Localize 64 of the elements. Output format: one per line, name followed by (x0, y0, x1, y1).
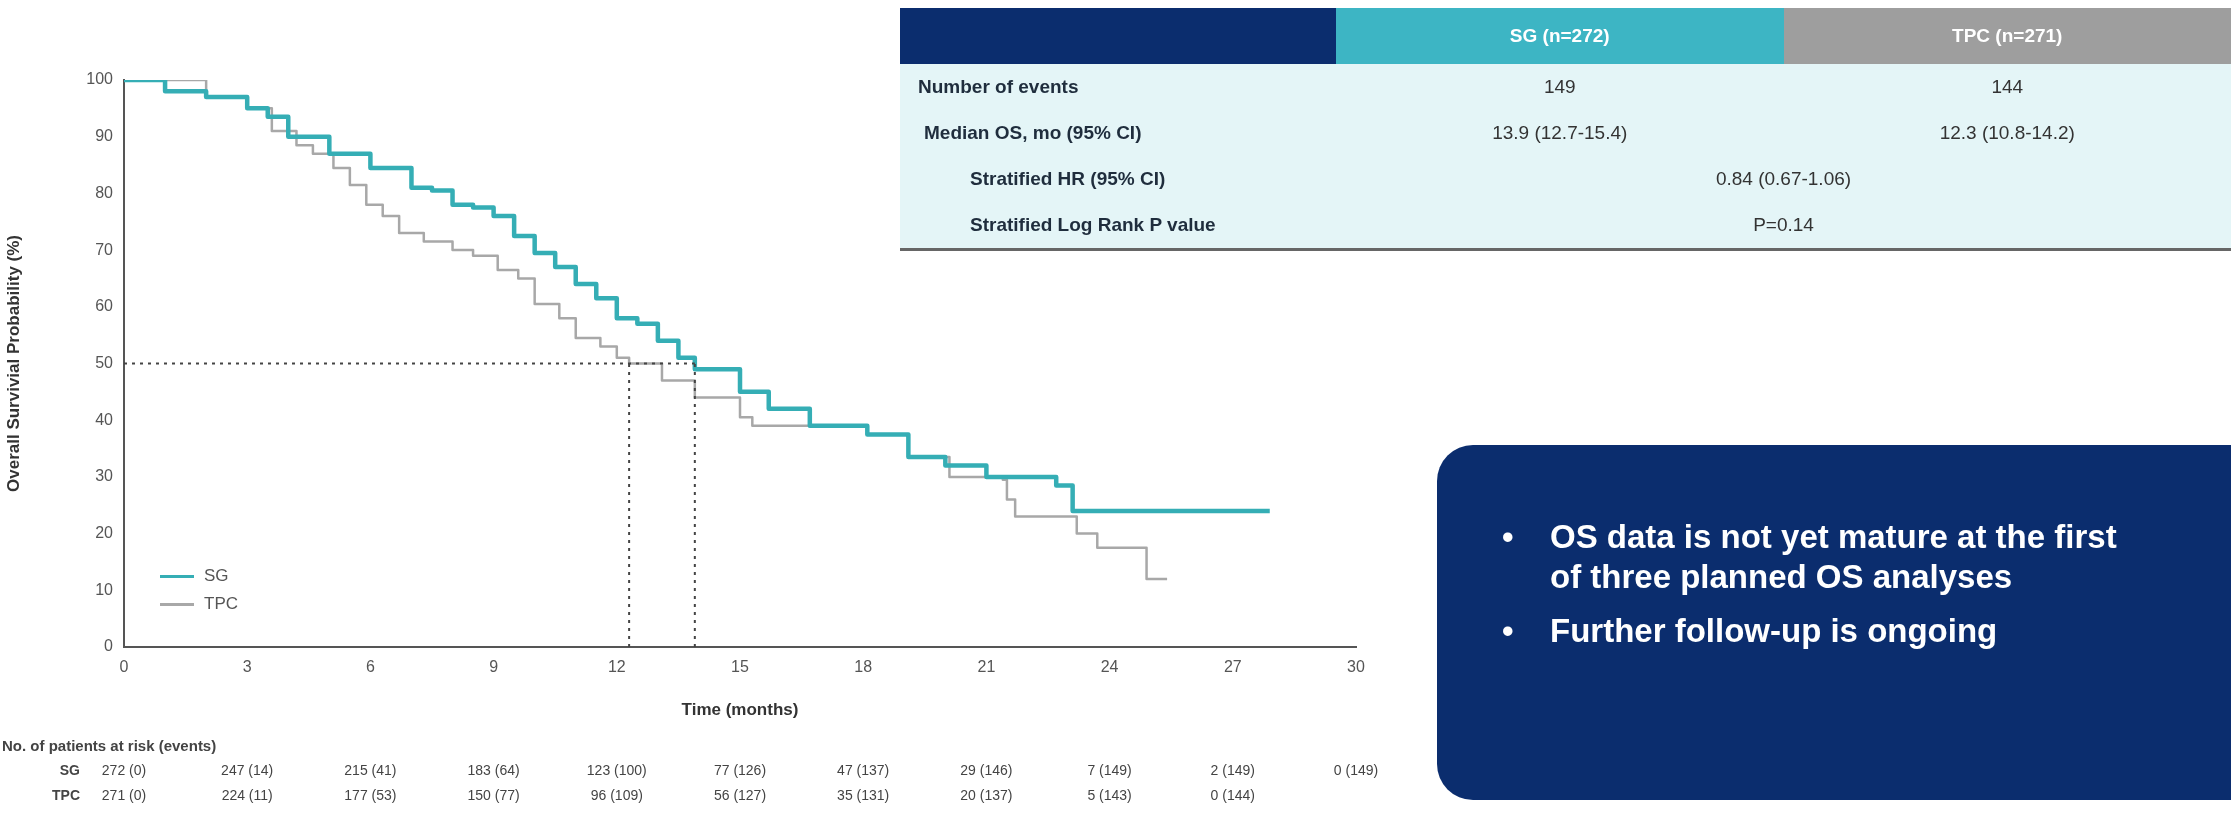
text: 0.84 (0.67-1.06) (1336, 156, 2231, 202)
text: • Further follow-up is ongoing (1502, 611, 1998, 651)
y-tick-label: 80 (95, 183, 114, 201)
y-tick-label: 50 (95, 353, 114, 371)
annotation: Median OS, mo (95% CI) (900, 110, 1336, 156)
text: 271 (0) (100, 787, 148, 803)
x-tick-label: 27 (1223, 658, 1242, 676)
text: 96 (109) (589, 787, 644, 803)
x-tick-label: 30 (1347, 658, 1365, 676)
x-tick-label: 21 (977, 658, 996, 676)
text: No. of patients at risk (events) (2, 737, 217, 754)
y-tick-label: 90 (95, 127, 114, 145)
category-label: TPC (n=271) (1783, 8, 2231, 64)
text: SG (59, 762, 80, 778)
y-tick-label: 30 (95, 467, 114, 485)
x-tick-label: 3 (242, 658, 252, 676)
x-tick-label: 0 (119, 658, 129, 676)
category-label: SG (n=272) (1336, 8, 1784, 64)
y-tick-label: 100 (86, 70, 114, 88)
text: • OS data is not yet mature at the first of three planned OS analyses (1502, 517, 2118, 597)
annotation: Stratified Log Rank P value (900, 202, 1336, 250)
text: 20 (137) (959, 787, 1014, 803)
x-tick-label: 6 (365, 658, 375, 676)
text: 35 (131) (836, 787, 891, 803)
x-axis-title: Time (months) (681, 700, 799, 720)
x-tick-label: 9 (489, 658, 499, 676)
y-tick-label: 40 (95, 410, 114, 428)
text: 272 (0) (100, 762, 148, 778)
text: 13.9 (12.7-15.4) (1336, 110, 1784, 156)
text: 215 (41) (343, 762, 398, 778)
x-tick-label: 18 (854, 658, 873, 676)
text: 2 (149) (1209, 762, 1256, 778)
x-tick-label: 15 (731, 658, 749, 676)
legend-label: TPC (203, 593, 238, 615)
text: 47 (137) (836, 762, 891, 778)
x-tick-label: 24 (1100, 658, 1119, 676)
annotation: Number of events (900, 64, 1336, 110)
annotation: Stratified HR (95% CI) (900, 156, 1336, 202)
text: 224 (11) (220, 787, 274, 803)
text: 12.3 (10.8-14.2) (1783, 110, 2231, 156)
text: 150 (77) (466, 787, 521, 803)
text: 149 (1336, 64, 1784, 110)
text: 77 (126) (712, 762, 768, 778)
text: 29 (146) (959, 762, 1014, 778)
text: 123 (100) (585, 762, 648, 778)
y-axis-title: Overall Survivial Probability (%) (3, 235, 23, 492)
text: 247 (14) (220, 762, 275, 778)
text: 7 (149) (1086, 762, 1133, 778)
text: 144 (1783, 64, 2231, 110)
y-tick-label: 0 (104, 637, 114, 655)
text: 56 (127) (712, 787, 768, 803)
x-tick-label: 12 (607, 658, 626, 676)
text: 0 (144) (1209, 787, 1256, 803)
text: P=0.14 (1336, 202, 2231, 250)
legend-label: SG (203, 565, 230, 587)
text: TPC (52, 787, 80, 803)
text: 0 (149) (1332, 762, 1380, 778)
y-tick-label: 10 (95, 580, 114, 598)
y-tick-label: 70 (95, 240, 114, 258)
text: 177 (53) (343, 787, 398, 803)
y-tick-label: 20 (95, 524, 114, 542)
y-tick-label: 60 (95, 297, 114, 315)
text: 5 (143) (1086, 787, 1133, 803)
text: 183 (64) (466, 762, 521, 778)
